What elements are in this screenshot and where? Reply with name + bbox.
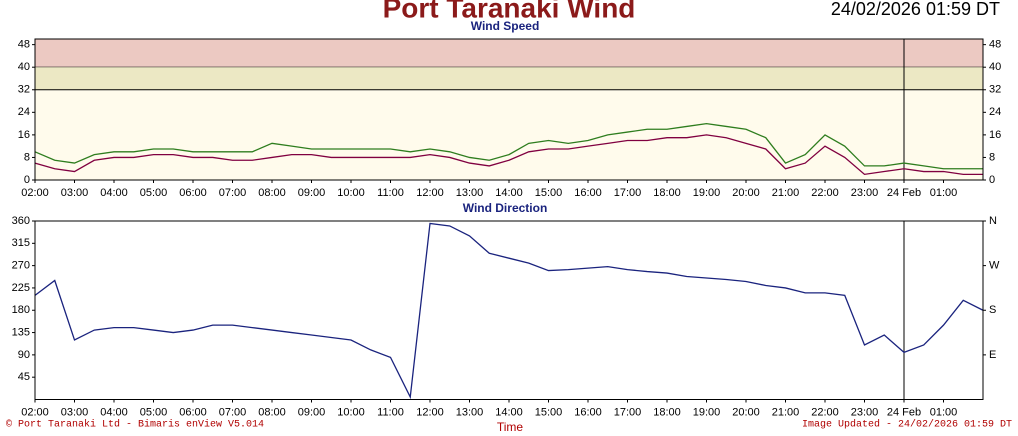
x-tick-label: 11:00	[377, 187, 404, 199]
y-tick-label: 90	[18, 349, 30, 361]
y-tick-label: 40	[18, 61, 30, 73]
x-tick-label: 19:00	[693, 187, 721, 199]
y-tick-label: 360	[12, 215, 30, 227]
footer-left: © Port Taranaki Ltd - Bimaris enView V5.…	[6, 419, 264, 431]
x-tick-label: 07:00	[219, 187, 247, 199]
y-tick-label: 0	[24, 174, 30, 186]
band	[35, 39, 983, 68]
panel-title: Wind Direction	[463, 201, 548, 215]
x-tick-label: 23:00	[851, 187, 879, 199]
x-tick-label: 09:00	[298, 406, 326, 418]
plot-frame	[34, 38, 984, 181]
y-tick-label: 270	[12, 260, 30, 272]
x-tick-label: 11:00	[377, 406, 404, 418]
x-tick-label: 23:00	[851, 406, 879, 418]
x-tick-label: 05:00	[140, 187, 168, 199]
x-tick-label: 17:00	[614, 187, 642, 199]
x-tick-label: 22:00	[811, 187, 839, 199]
x-tick-label: 15:00	[535, 406, 563, 418]
y-tick-label: 45	[18, 371, 30, 383]
page-title: Port Taranaki Wind	[383, 0, 636, 23]
y2-tick-label: N	[989, 215, 997, 227]
x-tick-label: 03:00	[61, 406, 89, 418]
y-tick-label: 315	[12, 237, 30, 249]
y-tick-label: 8	[24, 151, 30, 163]
series-line	[34, 134, 983, 176]
x-tick-label: 17:00	[614, 406, 642, 418]
y-tick-label: 135	[12, 326, 30, 338]
x-tick-label: 15:00	[535, 187, 563, 199]
x-tick-label: 06:00	[179, 187, 207, 199]
x-tick-label: 05:00	[140, 406, 168, 418]
x-tick-label: 03:00	[61, 187, 89, 199]
x-tick-label: 18:00	[653, 187, 681, 199]
x-tick-label: 20:00	[732, 187, 760, 199]
y-tick-label: 225	[12, 282, 30, 294]
y-tick-label: 32	[18, 84, 30, 96]
x-tick-label: 10:00	[337, 406, 365, 418]
x-tick-label: 19:00	[693, 406, 721, 418]
x-tick-label: 16:00	[574, 406, 602, 418]
y2-tick-label: 48	[989, 39, 1001, 51]
x-tick-label: 18:00	[653, 406, 681, 418]
series-line	[34, 122, 983, 170]
y-tick-label: 24	[18, 106, 30, 118]
x-tick-label: 13:00	[456, 406, 484, 418]
y-tick-label: 180	[12, 304, 30, 316]
panel-title: Wind Speed	[471, 19, 540, 33]
x-tick-label: 02:00	[21, 187, 49, 199]
x-tick-label: 14:00	[495, 406, 523, 418]
x-tick-label: 04:00	[100, 187, 128, 199]
timestamp: 24/02/2026 01:59 DT	[831, 0, 1000, 19]
x-tick-label: 21:00	[772, 406, 800, 418]
x-tick-label: 01:00	[930, 187, 958, 199]
x-tick-label: 20:00	[732, 406, 760, 418]
x-tick-label: 21:00	[772, 187, 800, 199]
y2-tick-label: 16	[989, 129, 1001, 141]
footer-right: Image Updated - 24/02/2026 01:59 DT	[802, 419, 1012, 431]
y2-tick-label: 40	[989, 61, 1001, 73]
plot-frame	[34, 220, 984, 400]
x-tick-label: 22:00	[811, 406, 839, 418]
y-tick-label: 48	[18, 39, 30, 51]
x-tick-label: 24 Feb	[887, 406, 921, 418]
x-tick-label: 04:00	[100, 406, 128, 418]
x-tick-label: 10:00	[337, 187, 365, 199]
x-tick-label: 14:00	[495, 187, 523, 199]
x-tick-label: 08:00	[258, 187, 286, 199]
y-tick-label: 16	[18, 129, 30, 141]
x-tick-label: 12:00	[416, 187, 444, 199]
y2-tick-label: S	[989, 304, 996, 316]
x-tick-label: 07:00	[219, 406, 247, 418]
x-axis-label: Time	[497, 420, 524, 434]
band	[35, 67, 983, 90]
y2-tick-label: E	[989, 349, 996, 361]
x-tick-label: 09:00	[298, 187, 326, 199]
x-tick-label: 01:00	[930, 406, 958, 418]
x-tick-label: 02:00	[21, 406, 49, 418]
plot-background	[35, 221, 983, 400]
series-line	[34, 222, 984, 400]
x-tick-label: 13:00	[456, 187, 484, 199]
y2-tick-label: 0	[989, 174, 995, 186]
x-tick-label: 08:00	[258, 406, 286, 418]
y2-tick-label: 8	[989, 151, 995, 163]
y2-tick-label: W	[989, 260, 1000, 272]
y2-tick-label: 32	[989, 84, 1001, 96]
x-tick-label: 06:00	[179, 406, 207, 418]
y2-tick-label: 24	[989, 106, 1001, 118]
x-tick-label: 24 Feb	[887, 187, 921, 199]
x-tick-label: 16:00	[574, 187, 602, 199]
x-tick-label: 12:00	[416, 406, 444, 418]
